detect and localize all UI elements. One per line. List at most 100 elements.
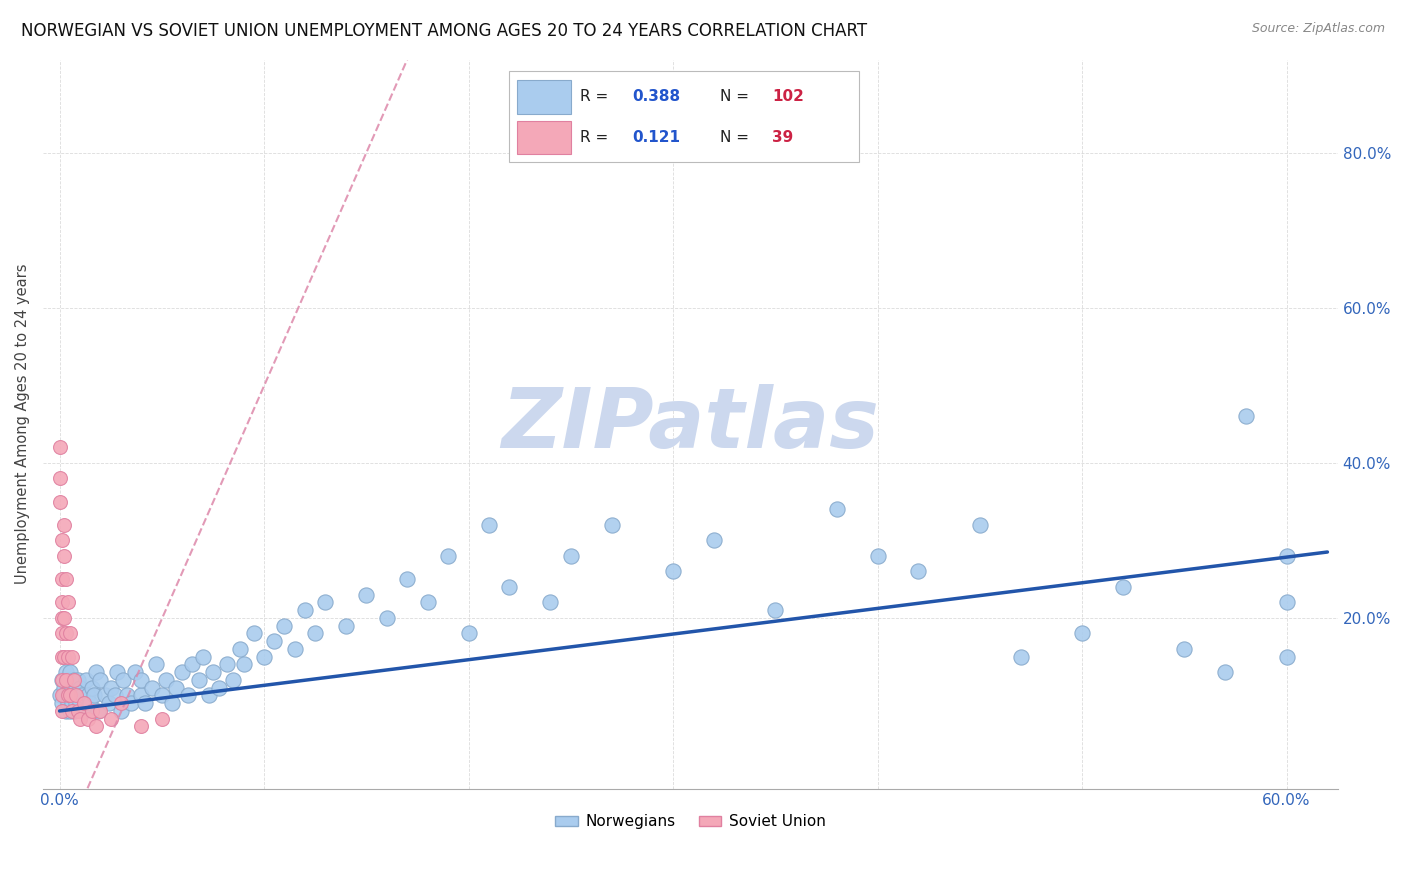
Point [1275, 649, 1298, 664]
Point [1173, 642, 1195, 657]
Point [131, 673, 153, 687]
Point [100, 712, 122, 726]
Point [396, 572, 419, 586]
Point [600, 517, 623, 532]
Point [70, 689, 93, 703]
Point [284, 642, 307, 657]
Point [232, 657, 254, 672]
FancyBboxPatch shape [517, 80, 571, 113]
Point [97, 696, 120, 710]
Point [60, 681, 83, 695]
Point [59, 704, 82, 718]
Point [866, 549, 889, 563]
Point [201, 665, 224, 680]
Point [51, 696, 73, 710]
Point [48, 689, 70, 703]
Point [89, 704, 111, 718]
Point [110, 696, 132, 710]
Point [52, 689, 75, 703]
Point [59, 626, 82, 640]
Text: NORWEGIAN VS SOVIET UNION UNEMPLOYMENT AMONG AGES 20 TO 24 YEARS CORRELATION CHA: NORWEGIAN VS SOVIET UNION UNEMPLOYMENT A… [21, 22, 868, 40]
Point [51, 673, 73, 687]
Point [150, 712, 173, 726]
Point [65, 681, 87, 695]
Point [83, 689, 105, 703]
Point [55, 704, 77, 718]
Point [273, 618, 295, 632]
Point [538, 595, 561, 609]
Point [51, 533, 73, 548]
Point [69, 681, 91, 695]
Point [198, 689, 221, 703]
Point [52, 517, 75, 532]
Point [63, 689, 86, 703]
Point [253, 649, 276, 664]
Point [172, 665, 194, 680]
Point [56, 696, 79, 710]
Point [150, 689, 173, 703]
Point [55, 626, 77, 640]
Point [51, 626, 73, 640]
Point [662, 565, 685, 579]
Point [907, 565, 929, 579]
Point [314, 595, 336, 609]
Point [416, 595, 439, 609]
Point [1275, 595, 1298, 609]
FancyBboxPatch shape [517, 120, 571, 154]
Legend: Norwegians, Soviet Union: Norwegians, Soviet Union [548, 808, 832, 836]
Point [222, 673, 245, 687]
Point [217, 657, 239, 672]
Point [100, 681, 122, 695]
Text: R =: R = [581, 89, 609, 104]
Point [69, 696, 91, 710]
Point [77, 712, 100, 726]
Point [51, 649, 73, 664]
Point [66, 673, 89, 687]
Point [115, 689, 138, 703]
Point [111, 673, 134, 687]
Point [73, 704, 96, 718]
Point [1213, 665, 1236, 680]
Point [59, 665, 82, 680]
Point [51, 689, 73, 703]
Text: ZIPatlas: ZIPatlas [502, 384, 879, 465]
Y-axis label: Unemployment Among Ages 20 to 24 years: Unemployment Among Ages 20 to 24 years [15, 264, 30, 584]
Point [56, 673, 79, 687]
Point [131, 719, 153, 733]
Point [208, 681, 231, 695]
Point [56, 595, 79, 609]
Point [48, 440, 70, 454]
Point [145, 657, 167, 672]
Point [187, 673, 209, 687]
Point [52, 649, 75, 664]
Point [56, 649, 79, 664]
Point [86, 665, 108, 680]
Text: 102: 102 [772, 89, 804, 104]
Point [60, 689, 83, 703]
Point [160, 696, 183, 710]
Text: Source: ZipAtlas.com: Source: ZipAtlas.com [1251, 22, 1385, 36]
Point [63, 673, 86, 687]
Point [55, 673, 77, 687]
Point [65, 696, 87, 710]
Point [52, 611, 75, 625]
Point [1112, 580, 1135, 594]
Point [294, 603, 316, 617]
Point [48, 494, 70, 508]
Point [65, 689, 87, 703]
Point [703, 533, 725, 548]
Point [177, 689, 200, 703]
Point [243, 626, 266, 640]
Point [498, 580, 520, 594]
Point [87, 704, 110, 718]
Point [375, 611, 398, 625]
Point [1010, 649, 1032, 664]
Text: R =: R = [581, 130, 609, 145]
Point [825, 502, 848, 516]
Point [560, 549, 582, 563]
Point [165, 681, 187, 695]
Point [134, 696, 156, 710]
Point [51, 572, 73, 586]
Point [110, 704, 132, 718]
Point [1071, 626, 1094, 640]
